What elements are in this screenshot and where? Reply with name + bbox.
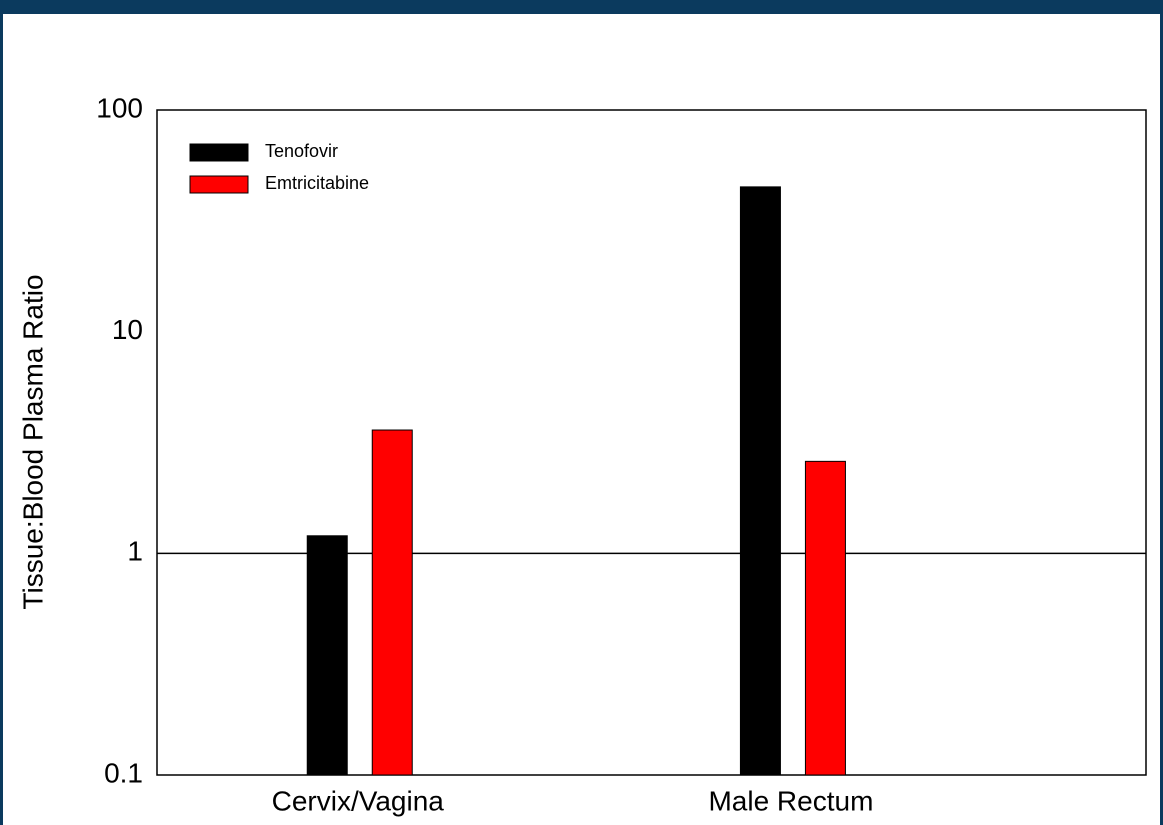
y-tick-label: 1: [127, 536, 143, 567]
background: [3, 14, 1160, 825]
legend-swatch: [189, 175, 249, 194]
y-tick-label: 100: [96, 92, 143, 123]
x-tick-label: Cervix/Vagina: [272, 785, 445, 816]
legend-label: Emtricitabine: [265, 173, 369, 193]
x-tick-label: Male Rectum: [708, 785, 873, 816]
y-tick-label: 10: [112, 314, 143, 345]
bar: [306, 535, 348, 776]
legend-label: Tenofovir: [265, 141, 338, 161]
y-tick-label: 0.1: [104, 757, 143, 788]
bar: [739, 186, 781, 776]
bar: [371, 429, 413, 776]
y-axis-label: Tissue:Blood Plasma Ratio: [17, 274, 48, 609]
bar: [804, 460, 846, 776]
legend-swatch: [189, 143, 249, 162]
plot-frame: [156, 109, 1147, 776]
